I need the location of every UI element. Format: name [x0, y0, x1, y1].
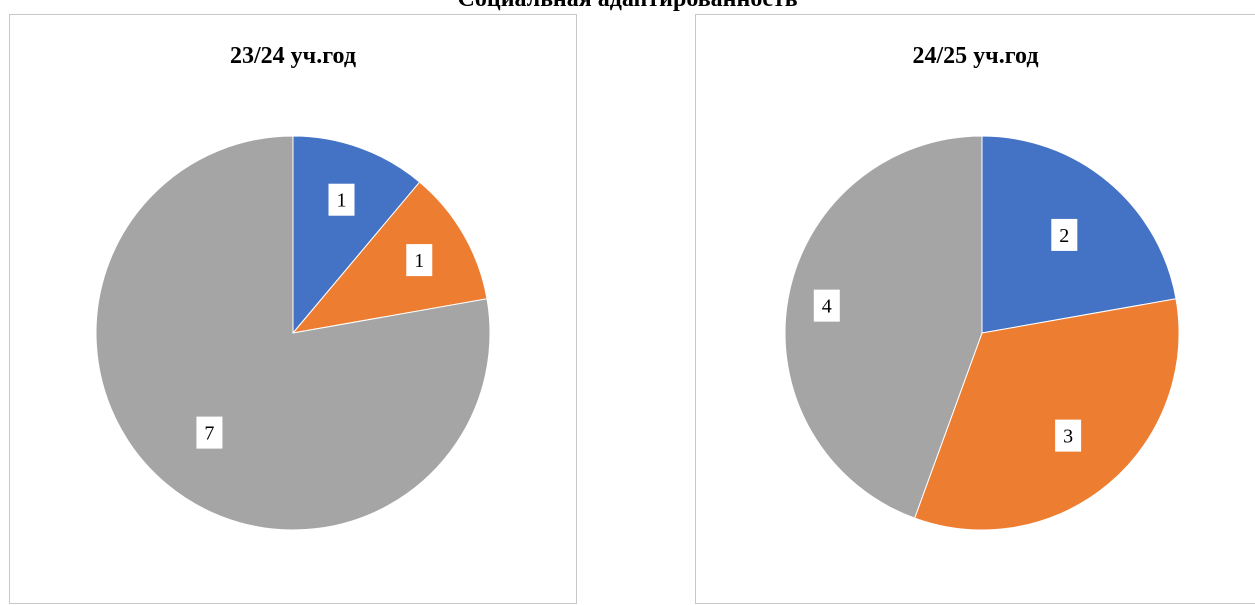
pie-slice [291, 181, 488, 334]
pie-chart: 1 1 7 [95, 135, 491, 531]
chart-panel-2024-25: 24/25 уч.год 2 3 4 [695, 14, 1255, 604]
data-label: 2 [1051, 218, 1078, 251]
data-label-text: 3 [1063, 426, 1073, 448]
data-label: 7 [196, 416, 223, 449]
pie-chart: 2 3 4 [784, 135, 1180, 531]
chart-panel-2023-24: 23/24 уч.год 1 1 7 [9, 14, 577, 604]
data-label-text: 2 [1059, 225, 1069, 247]
pie-slice [913, 298, 1180, 531]
data-label-text: 4 [822, 296, 832, 318]
data-label: 4 [813, 289, 840, 322]
pie-slice [95, 135, 491, 531]
pie-slice [981, 135, 1177, 334]
pie-slice [784, 135, 983, 519]
data-label-text: 1 [337, 190, 347, 212]
data-label-text: 7 [204, 423, 214, 445]
chart-title: 24/25 уч.год [912, 43, 1039, 69]
data-label: 3 [1055, 419, 1082, 452]
chart-title: 23/24 уч.год [230, 43, 356, 69]
pie-slice [292, 135, 421, 335]
data-label: 1 [328, 183, 355, 216]
data-label: 1 [406, 244, 433, 277]
page-title: Социальная адаптированность [0, 0, 1255, 13]
data-label-text: 1 [414, 250, 424, 272]
